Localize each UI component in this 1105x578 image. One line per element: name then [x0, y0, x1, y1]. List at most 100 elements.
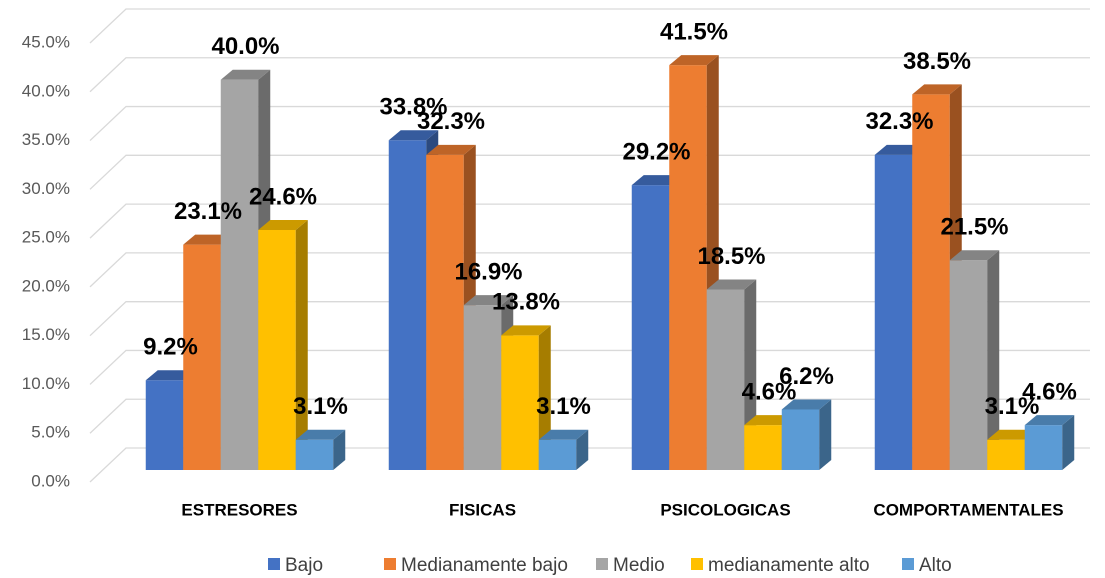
- bar-top: [463, 295, 514, 306]
- bar-top: [183, 234, 233, 245]
- data-label: 33.8%: [379, 94, 447, 121]
- bar-side: [819, 399, 832, 470]
- grid-line: [89, 349, 1090, 385]
- bar-top: [744, 415, 794, 426]
- grid-line: [89, 398, 1090, 434]
- bar: [258, 230, 296, 470]
- bar: [220, 79, 259, 471]
- bar-side: [295, 220, 308, 470]
- bar: [1024, 425, 1063, 470]
- bar: [706, 289, 745, 470]
- bar-top: [145, 370, 196, 381]
- data-label: 3.1%: [293, 393, 348, 420]
- data-label: 6.2%: [779, 363, 834, 390]
- data-label: 24.6%: [249, 183, 317, 210]
- data-label: 18.5%: [697, 243, 765, 270]
- bar-top: [220, 69, 271, 80]
- data-label: 3.1%: [985, 393, 1040, 420]
- y-tick-label: 30.0%: [22, 179, 70, 198]
- bar: [781, 409, 820, 470]
- legend-swatch: [902, 558, 914, 570]
- bar: [538, 439, 577, 470]
- bar-top: [501, 325, 551, 336]
- bar-top: [781, 399, 832, 410]
- bar: [145, 380, 184, 470]
- grid-line: [89, 203, 1090, 239]
- data-label: 9.2%: [143, 334, 198, 361]
- bar: [295, 439, 334, 470]
- bar-top: [258, 220, 308, 231]
- y-tick-label: 45.0%: [22, 32, 70, 51]
- y-tick-label: 0.0%: [31, 471, 70, 490]
- data-label: 21.5%: [940, 214, 1008, 241]
- y-tick-label: 35.0%: [22, 130, 70, 149]
- bar-top: [388, 130, 439, 141]
- data-label: 4.6%: [742, 378, 797, 405]
- data-label: 41.5%: [660, 18, 728, 45]
- grid-line: [89, 105, 1090, 142]
- grid-line: [89, 8, 1090, 44]
- grid-line: [89, 57, 1090, 93]
- y-tick-label: 40.0%: [22, 81, 70, 100]
- legend-swatch: [384, 558, 396, 570]
- legend-swatch: [268, 558, 280, 570]
- data-label: 4.6%: [1022, 378, 1077, 405]
- legend-label: Medianamente bajo: [401, 555, 568, 576]
- data-label: 16.9%: [454, 258, 522, 285]
- bar: [669, 65, 707, 471]
- x-tick-label: COMPORTAMENTALES: [873, 500, 1063, 519]
- bar: [501, 335, 539, 470]
- bar-top: [912, 84, 962, 95]
- data-label: 13.8%: [492, 289, 560, 316]
- x-tick-label: ESTRESORES: [181, 500, 297, 519]
- bar: [388, 140, 427, 471]
- bar-top: [949, 250, 1000, 261]
- bar: [183, 244, 221, 470]
- bar-top: [706, 279, 757, 290]
- bar: [463, 305, 502, 470]
- legend-label: Bajo: [285, 555, 323, 576]
- data-label: 38.5%: [903, 48, 971, 75]
- bar: [744, 425, 782, 470]
- grid-line: [89, 252, 1090, 288]
- y-tick-label: 5.0%: [31, 423, 70, 442]
- bar-top: [669, 55, 719, 66]
- y-tick-label: 15.0%: [22, 325, 70, 344]
- bar: [874, 154, 913, 470]
- bar-top: [426, 144, 476, 155]
- legend-label: Alto: [919, 555, 952, 576]
- bar-side: [333, 429, 346, 470]
- bar-side: [987, 250, 1000, 470]
- data-label: 32.3%: [865, 108, 933, 135]
- legend-label: medianamente alto: [708, 555, 870, 576]
- bar: [987, 439, 1025, 470]
- legend-label: Medio: [613, 555, 665, 576]
- bar-top: [874, 144, 925, 155]
- bar-top: [1024, 415, 1075, 426]
- data-label: 29.2%: [622, 138, 690, 165]
- bar-side: [1062, 415, 1075, 470]
- bar-side: [576, 429, 589, 470]
- bar: [426, 154, 464, 470]
- x-tick-label: FISICAS: [449, 500, 516, 519]
- legend-swatch: [691, 558, 703, 570]
- y-tick-label: 10.0%: [22, 374, 70, 393]
- grid-line: [89, 154, 1090, 190]
- bar-top: [987, 429, 1037, 440]
- grid-line: [89, 301, 1090, 337]
- data-label: 40.0%: [211, 33, 279, 60]
- bar: [912, 94, 950, 471]
- bar-top: [631, 175, 682, 186]
- bar-top: [538, 429, 589, 440]
- x-tick-label: PSICOLOGICAS: [660, 500, 790, 519]
- data-label: 23.1%: [174, 198, 242, 225]
- bar: [949, 260, 988, 470]
- y-tick-label: 20.0%: [22, 276, 70, 295]
- bar-top: [295, 429, 346, 440]
- bar: [631, 185, 670, 471]
- legend-swatch: [596, 558, 608, 570]
- data-label: 3.1%: [536, 393, 591, 420]
- y-tick-label: 25.0%: [22, 228, 70, 247]
- data-label: 32.3%: [417, 108, 485, 135]
